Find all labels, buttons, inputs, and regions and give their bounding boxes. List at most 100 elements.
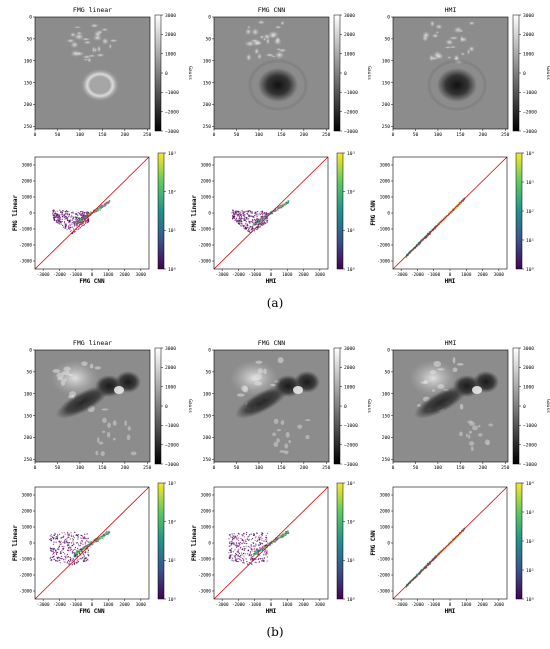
map-a-2-colorbar-tick-label: −2000	[523, 109, 537, 115]
scatter-a-3-ytick-label: -3000	[19, 259, 32, 265]
scatter-a-4-point	[246, 217, 248, 219]
scatter-a-4-point	[241, 220, 243, 223]
scatter-a-4-point	[231, 216, 233, 218]
scatter-b-9-point	[68, 561, 70, 563]
scatter-b-11-ytick-label: -2000	[377, 573, 390, 579]
scatter-b-10-point	[240, 546, 242, 549]
scatter-b-10-point	[242, 559, 245, 561]
scatter-b-9-point	[58, 548, 60, 551]
scatter-a-3-point	[52, 212, 54, 214]
scatter-a-4-colorbar-tick-label: 10⁰	[347, 267, 356, 273]
scatter-b-9-point	[108, 532, 111, 534]
scatter-b-9-point	[74, 553, 76, 556]
map-b-6-colorbar-tick-label: −3000	[165, 462, 179, 468]
scatter-a-3-point	[79, 219, 81, 222]
scatter-a-4-point	[238, 222, 241, 225]
scatter-a-3-point	[63, 221, 66, 224]
scatter-a-4-point	[287, 200, 289, 202]
scatter-a-4-point	[257, 219, 260, 222]
scatter-a-3-point	[77, 212, 79, 214]
scatter-a-4-point	[240, 216, 242, 218]
scatter-a-4-point	[265, 219, 267, 221]
scatter-a-4-point	[232, 214, 234, 216]
map-a-2-xtick-label: 0	[392, 132, 395, 138]
scatter-a-4-point	[249, 210, 251, 212]
map-b-6-network	[57, 377, 64, 381]
scatter-a-4-point	[260, 216, 262, 218]
map-b-8-network	[484, 439, 491, 445]
scatter-a-3-point	[73, 221, 75, 223]
scatter-b-10-point	[247, 545, 249, 548]
scatter-a-3-xtick-label: 3000	[136, 272, 147, 278]
scatter-b-10-point	[228, 545, 230, 547]
map-a-0-plage	[108, 43, 112, 50]
scatter-b-11-ytick-label: 0	[387, 541, 390, 547]
scatter-a-4-point	[256, 217, 258, 220]
scatter-a-3-point	[69, 230, 72, 233]
scatter-a-4-point	[250, 226, 252, 228]
scatter-b-11-colorbar	[515, 482, 523, 600]
scatter-a-4-point	[265, 216, 267, 218]
scatter-b-10-point	[231, 540, 233, 543]
scatter-b-9-point	[79, 548, 81, 551]
scatter-b-10-point	[247, 563, 249, 565]
scatter-b-10-point	[264, 550, 266, 552]
scatter-b-9-point	[88, 543, 91, 545]
scatter-b-10-point	[264, 539, 267, 541]
scatter-a-4-point	[237, 215, 239, 217]
scatter-b-10-point	[248, 538, 251, 540]
map-a-0-xtick-label: 200	[121, 132, 130, 138]
scatter-a-5-ytick-label: -1000	[377, 227, 390, 233]
scatter-a-3-point	[86, 211, 88, 213]
map-b-8-network	[472, 425, 478, 431]
scatter-a-3-point	[59, 217, 61, 220]
map-b-6-network	[60, 379, 66, 386]
scatter-b-9-point	[64, 553, 66, 555]
map-a-2-xtick-label: 250	[501, 132, 510, 138]
scatter-b-11-colorbar-tick-label: 10³	[526, 510, 535, 516]
scatter-b-10-point	[251, 558, 254, 560]
scatter-a-3-point	[77, 228, 79, 230]
scatter-a-3-point	[63, 215, 65, 217]
scatter-b-9-point	[55, 541, 57, 543]
map-b-7-ytick-label: 200	[203, 435, 212, 441]
scatter-a-4-point	[245, 220, 247, 222]
scatter-a-4-point	[250, 215, 252, 217]
scatter-a-3-point	[65, 225, 67, 227]
scatter-a-5-colorbar-tick-label: 10²	[526, 209, 534, 215]
scatter-b-10-point	[268, 542, 270, 544]
scatter-a-3-point	[65, 216, 67, 218]
scatter-b-9-point	[58, 557, 60, 559]
map-b-7-frame	[213, 349, 330, 463]
map-b-7-dark-lane	[235, 385, 289, 419]
scatter-a-3-point	[80, 219, 82, 221]
scatter-b-9-point	[82, 543, 84, 545]
scatter-b-9-point	[92, 543, 94, 545]
scatter-a-3-point	[60, 223, 62, 225]
scatter-b-9-ylabel: FMG linear	[12, 525, 19, 562]
map-b-7-network	[241, 385, 248, 392]
scatter-b-10-point	[260, 536, 262, 538]
scatter-b-10-point	[236, 558, 238, 560]
scatter-a-3-point	[59, 220, 61, 222]
map-b-7-ytick-label: 150	[203, 413, 212, 419]
scatter-a-3-point	[77, 222, 79, 224]
scatter-a-4-point	[248, 227, 250, 230]
scatter-b-10-point	[253, 534, 255, 536]
scatter-a-4-identity-line	[213, 156, 329, 270]
scatter-b-9-point	[95, 540, 98, 543]
map-b-7-network	[305, 419, 311, 422]
map-b-7-network	[297, 424, 303, 429]
scatter-a-3-colorbar-tick-label: 10³	[168, 151, 177, 157]
scatter-a-3-point	[84, 221, 87, 223]
map-b-6-colorbar-tick-label: 1000	[165, 384, 176, 390]
scatter-b-10-colorbar-tick-label: 10¹	[347, 558, 356, 564]
scatter-b-10-point	[283, 532, 285, 534]
map-b-6-ytick-label: 150	[24, 413, 33, 419]
map-b-8-network	[467, 420, 473, 424]
scatter-b-9-point	[101, 537, 103, 539]
scatter-a-4-point	[272, 211, 275, 213]
scatter-b-9-point	[50, 550, 53, 552]
scatter-a-3-point	[54, 214, 56, 216]
map-b-6-network	[130, 451, 137, 456]
